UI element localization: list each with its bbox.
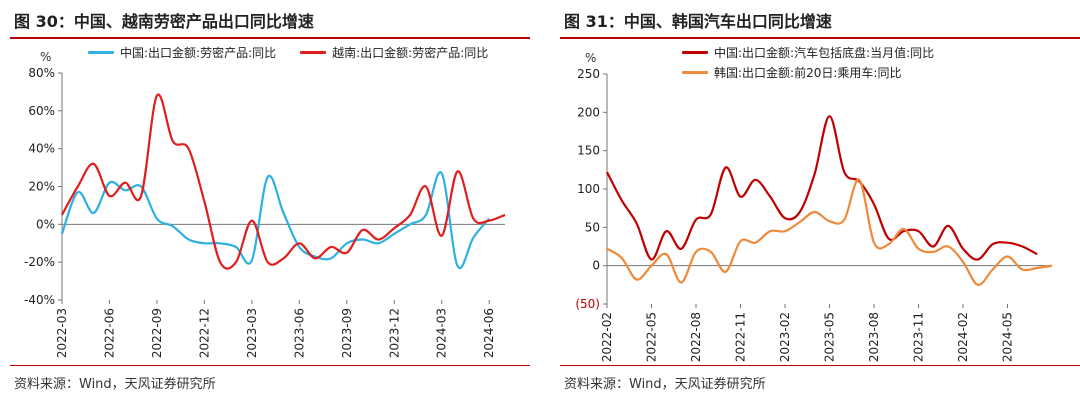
legend-swatch bbox=[88, 51, 114, 54]
legend-item: 中国:出口金额:劳密产品:同比 bbox=[88, 44, 276, 61]
y-axis-unit: % bbox=[40, 50, 51, 64]
series-line bbox=[606, 115, 1038, 261]
x-tick-label: 2023-08 bbox=[867, 312, 881, 362]
series-line bbox=[61, 93, 506, 270]
legend: 中国:出口金额:劳密产品:同比 越南:出口金额:劳密产品:同比 bbox=[88, 44, 488, 61]
x-tick-label: 2022-05 bbox=[645, 312, 659, 362]
legend: 中国:出口金额:汽车包括底盘:当月值:同比 韩国:出口金额:前20日:乘用车:同比 bbox=[682, 44, 934, 81]
source-note: 资料来源：Wind，天风证券研究所 bbox=[14, 377, 216, 392]
x-tick-label: 2022-09 bbox=[150, 308, 164, 358]
y-tick-label: 20% bbox=[28, 180, 55, 194]
figure-title: 图 30：中国、越南劳密产品出口同比增速 bbox=[14, 12, 314, 31]
source-divider bbox=[10, 365, 530, 366]
source-divider bbox=[560, 365, 1080, 366]
legend-label: 越南:出口金额:劳密产品:同比 bbox=[332, 46, 489, 60]
line-chart-right: % 250 200 150 100 50 0 (50)2022-02 2022-05 2022-0… bbox=[575, 51, 1053, 362]
x-tick-label: 2022-11 bbox=[734, 312, 748, 362]
legend-swatch bbox=[300, 51, 327, 54]
x-tick-label: 2024-06 bbox=[482, 308, 496, 358]
series-line bbox=[606, 178, 1053, 286]
legend-label: 中国:出口金额:汽车包括底盘:当月值:同比 bbox=[714, 46, 935, 60]
y-tick-label: (50) bbox=[575, 297, 600, 311]
y-axis-unit: % bbox=[585, 51, 596, 65]
legend-label: 韩国:出口金额:前20日:乘用车:同比 bbox=[714, 66, 902, 80]
x-tick-label: 2023-05 bbox=[823, 312, 837, 362]
y-tick-label: 50 bbox=[585, 220, 600, 234]
x-tick-label: 2022-02 bbox=[600, 312, 614, 362]
source-note: 资料来源：Wind，天风证券研究所 bbox=[564, 377, 766, 392]
legend-item: 中国:出口金额:汽车包括底盘:当月值:同比 bbox=[682, 44, 934, 61]
legend-swatch bbox=[682, 71, 708, 74]
x-tick-label: 2023-02 bbox=[778, 312, 792, 362]
chart-panel-right: 图 31：中国、韩国汽车出口同比增速 % 250 200 150 100 50 0 (50) 2… bbox=[550, 0, 1080, 410]
title-divider bbox=[10, 37, 530, 39]
y-tick-label: 60% bbox=[28, 104, 55, 118]
x-tick-label: 2024-05 bbox=[1001, 312, 1015, 362]
y-tick-label: -40% bbox=[24, 293, 55, 307]
x-tick-label: 2023-03 bbox=[245, 308, 259, 358]
y-tick-label: 150 bbox=[577, 144, 600, 158]
y-tick-label: 80% bbox=[28, 66, 55, 80]
y-tick-label: 0% bbox=[36, 217, 55, 231]
y-tick-label: 100 bbox=[577, 182, 600, 196]
y-tick-label: 0 bbox=[592, 259, 600, 273]
x-tick-label: 2023-06 bbox=[292, 308, 306, 358]
title-divider bbox=[560, 37, 1080, 39]
x-tick-label: 2022-08 bbox=[689, 312, 703, 362]
line-chart-left: % 80% 60% 40% 20% 0% -20% -40%2022-03 2022-06 202… bbox=[24, 50, 506, 358]
y-tick-label: 200 bbox=[577, 105, 600, 119]
y-tick-label: 250 bbox=[577, 67, 600, 81]
y-tick-label: 40% bbox=[28, 142, 55, 156]
chart-panel-left: 图 30：中国、越南劳密产品出口同比增速 % 80% 60% 40% 20% 0% -20%… bbox=[0, 0, 530, 410]
x-tick-label: 2022-06 bbox=[102, 308, 116, 358]
x-tick-label: 2023-12 bbox=[387, 308, 401, 358]
x-tick-label: 2022-03 bbox=[55, 308, 69, 358]
series-line bbox=[60, 171, 491, 270]
legend-item: 越南:出口金额:劳密产品:同比 bbox=[300, 44, 488, 61]
x-tick-label: 2023-09 bbox=[340, 308, 354, 358]
legend-item: 韩国:出口金额:前20日:乘用车:同比 bbox=[682, 64, 934, 81]
legend-label: 中国:出口金额:劳密产品:同比 bbox=[120, 46, 277, 60]
x-tick-label: 2022-12 bbox=[197, 308, 211, 358]
x-tick-label: 2023-11 bbox=[912, 312, 926, 362]
y-tick-label: -20% bbox=[24, 255, 55, 269]
figure-title: 图 31：中国、韩国汽车出口同比增速 bbox=[564, 12, 832, 31]
x-tick-label: 2024-03 bbox=[435, 308, 449, 358]
legend-swatch bbox=[682, 51, 708, 54]
x-tick-label: 2024-02 bbox=[956, 312, 970, 362]
